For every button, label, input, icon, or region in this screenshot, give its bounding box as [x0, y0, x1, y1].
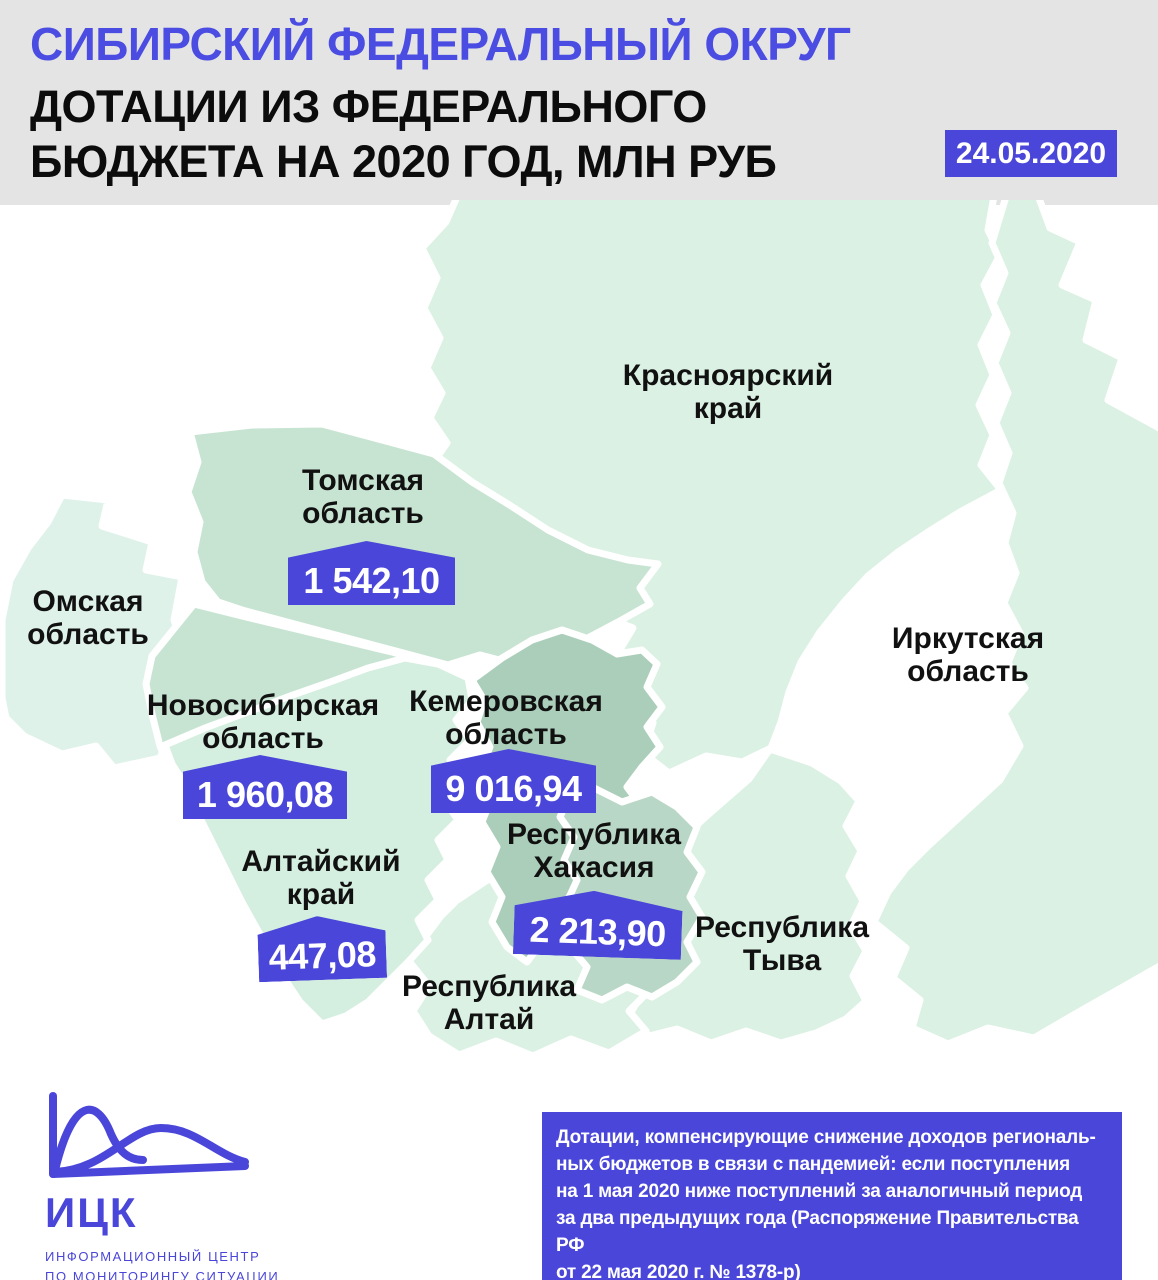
page-subtitle: ДОТАЦИИ ИЗ ФЕДЕРАЛЬНОГО БЮДЖЕТА НА 2020 … [30, 81, 777, 188]
region-label-khakasia: Республика Хакасия [506, 818, 682, 884]
logo-acronym: ИЦК [45, 1189, 138, 1236]
logo-subtext: ИНФОРМАЦИОННЫЙ ЦЕНТР ПО МОНИТОРИНГУ СИТУ… [45, 1249, 280, 1280]
flatten-curve-icon [49, 1092, 249, 1178]
region-shape-omsk [0, 491, 191, 772]
region-label-omsk: Омская область [27, 585, 149, 651]
footer: ИЦК ИНФОРМАЦИОННЫЙ ЦЕНТР ПО МОНИТОРИНГУ … [0, 1080, 1158, 1280]
info-note: Дотации, компенсирующие снижение доходов… [542, 1112, 1122, 1280]
region-label-krasnoyarsk: Красноярский край [622, 359, 834, 425]
page-title: СИБИРСКИЙ ФЕДЕРАЛЬНЫЙ ОКРУГ [30, 18, 851, 70]
region-label-kemerovo: Кемеровская область [409, 685, 603, 751]
region-shape-altai-krai [161, 654, 476, 1028]
region-label-tyva: Республика Тыва [694, 911, 870, 977]
region-label-tomsk: Томская область [301, 464, 425, 530]
date-badge: 24.05.2020 [945, 130, 1117, 177]
region-label-irkutsk: Иркутская область [891, 622, 1045, 688]
value-badge-tomsk: 1 542,10 [288, 541, 455, 605]
region-label-altai-krai: Алтайский край [241, 845, 401, 911]
logo: ИЦК ИНФОРМАЦИОННЫЙ ЦЕНТР ПО МОНИТОРИНГУ … [45, 1092, 305, 1280]
region-label-novosibirsk: Новосибирская область [146, 689, 380, 755]
map-canvas [0, 200, 1158, 1060]
region-shape-irkutsk [870, 200, 1158, 1048]
region-label-altai-rep: Республика Алтай [401, 970, 577, 1036]
header: СИБИРСКИЙ ФЕДЕРАЛЬНЫЙ ОКРУГ ДОТАЦИИ ИЗ Ф… [0, 0, 1158, 205]
map: Красноярский край Томская область Омская… [0, 200, 1158, 1080]
region-shape-krasnoyarsk [418, 200, 1005, 777]
